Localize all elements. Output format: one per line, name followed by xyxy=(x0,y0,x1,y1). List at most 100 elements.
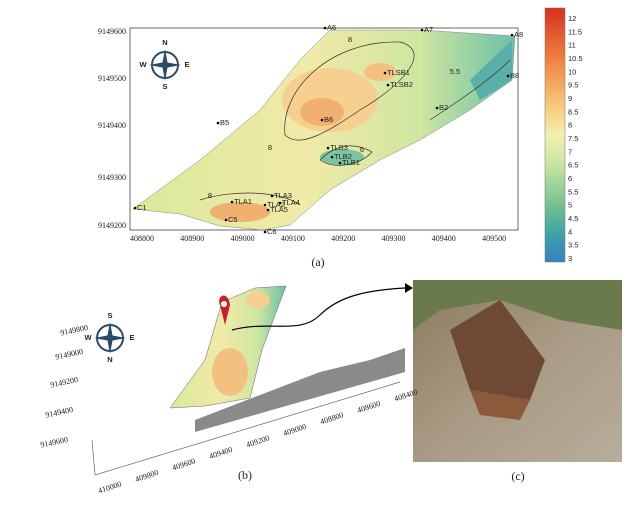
x-tick-label: 409000 xyxy=(231,234,255,243)
x-tick-label: 409800 xyxy=(134,468,160,484)
colorbar-label: 11 xyxy=(568,41,576,50)
y-tick-label: 9149500 xyxy=(98,74,126,83)
caption: (c) xyxy=(511,469,524,483)
colorbar-label: 8 xyxy=(568,121,572,130)
compass-letter: S xyxy=(107,311,112,320)
point-label: B5 xyxy=(220,118,229,127)
compass-letter: E xyxy=(184,60,189,69)
compass-letter: E xyxy=(129,333,134,342)
colorbar-label: 3.5 xyxy=(568,241,578,250)
sample-point xyxy=(264,231,267,234)
sample-point xyxy=(507,75,510,78)
colorbar-label: 10.5 xyxy=(568,54,583,63)
sample-point xyxy=(321,119,324,122)
sample-point xyxy=(387,84,390,87)
location-pin-dot xyxy=(221,301,227,307)
point-label: TLA5 xyxy=(270,205,288,214)
colorbar-label: 5 xyxy=(568,201,572,210)
sample-point xyxy=(324,27,327,30)
point-label: B2 xyxy=(439,103,448,112)
sample-point xyxy=(331,156,334,159)
sample-point xyxy=(134,207,137,210)
compass-letter: W xyxy=(84,333,92,342)
colorbar-label: 7.5 xyxy=(568,134,578,143)
high-zone xyxy=(300,98,344,126)
y-tick-label: 9149600 xyxy=(40,435,69,450)
x-tick-label: 409400 xyxy=(432,234,456,243)
colorbar-label: 5.5 xyxy=(568,187,578,196)
colorbar-label: 12 xyxy=(568,14,576,23)
colorbar-label: 8.5 xyxy=(568,107,578,116)
compass: S N E W xyxy=(84,311,134,364)
page: {"panel_a": {"caption": "(a)", "yticks":… xyxy=(0,0,625,515)
colorbar-label: 9 xyxy=(568,94,572,103)
colorbar xyxy=(545,8,565,262)
point-label: B8 xyxy=(510,71,519,80)
contour-label: 8 xyxy=(348,35,352,44)
sample-point xyxy=(421,29,424,32)
colorbar-label: 11.5 xyxy=(568,27,582,36)
x-tick-label: 408600 xyxy=(356,399,382,415)
point-label: C5 xyxy=(228,215,238,224)
sample-point xyxy=(511,34,514,37)
point-label: TLSB2 xyxy=(390,80,413,89)
colorbar-label: 4 xyxy=(568,227,572,236)
y-tick-label: 9149300 xyxy=(98,173,126,182)
point-label: A8 xyxy=(514,30,523,39)
colorbar-label: 4.5 xyxy=(568,214,578,223)
x-tick-label: 409600 xyxy=(171,456,197,472)
y-tick-label: 9149000 xyxy=(55,347,84,362)
x-tick-label: 409100 xyxy=(281,234,305,243)
sample-point xyxy=(339,162,342,165)
colorbar-label: 6.5 xyxy=(568,161,578,170)
point-label: C6 xyxy=(267,227,277,236)
figure: N S E W S N E W (a) (b) (c) 9149600 9149500 9149… xyxy=(0,0,625,515)
point-label: TLA1 xyxy=(234,197,252,206)
colorbar-label: 10 xyxy=(568,67,576,76)
x-tick-label: 409200 xyxy=(245,433,271,449)
colorbar-label: 9.5 xyxy=(568,81,578,90)
x-tick-label: 408900 xyxy=(180,234,204,243)
y-tick-label: 9149200 xyxy=(50,375,79,390)
caption: (a) xyxy=(311,255,324,269)
point-label: A7 xyxy=(424,25,433,34)
compass-letter: N xyxy=(107,355,112,364)
compass-letter: W xyxy=(139,60,147,69)
sample-point xyxy=(231,201,234,204)
sample-point xyxy=(436,107,439,110)
y-tick-label: 9149200 xyxy=(98,221,126,230)
x-tick-label: 409200 xyxy=(331,234,355,243)
x-tick-label: 410000 xyxy=(97,479,123,495)
x-tick-label: 409300 xyxy=(382,234,406,243)
point-label: C1 xyxy=(137,203,147,212)
compass-letter: N xyxy=(162,38,167,47)
arrowhead xyxy=(405,283,413,293)
sample-point xyxy=(327,147,330,150)
sample-point xyxy=(271,195,274,198)
colorbar-label: 7 xyxy=(568,147,572,156)
y-tick-label: 9149600 xyxy=(98,27,126,36)
sample-point xyxy=(217,122,220,125)
sample-point xyxy=(267,209,270,212)
point-label: TLB3 xyxy=(330,143,348,152)
x-tick-label: 409400 xyxy=(208,445,234,461)
colorbar-label: 3 xyxy=(568,254,572,263)
sample-point xyxy=(225,219,228,222)
caption: (b) xyxy=(238,468,252,482)
y-tick-label: 9149400 xyxy=(45,405,74,420)
contour-label: 6 xyxy=(360,145,364,154)
contour-label: 5.5 xyxy=(450,67,460,76)
contour-label: 8 xyxy=(268,143,272,152)
colorbar-label: 6 xyxy=(568,174,572,183)
contour-label: 8 xyxy=(208,191,212,200)
point-label: TLB1 xyxy=(342,158,360,167)
y-tick-label: 9149400 xyxy=(98,121,126,130)
x-tick-label: 408800 xyxy=(130,234,154,243)
axis-line xyxy=(92,440,95,475)
x-tick-label: 408800 xyxy=(319,410,345,426)
high-zone xyxy=(246,292,270,308)
point-label: TLSB1 xyxy=(387,68,410,77)
sample-point xyxy=(264,204,267,207)
x-tick-label: 409000 xyxy=(282,422,308,438)
high-zone xyxy=(212,348,248,396)
